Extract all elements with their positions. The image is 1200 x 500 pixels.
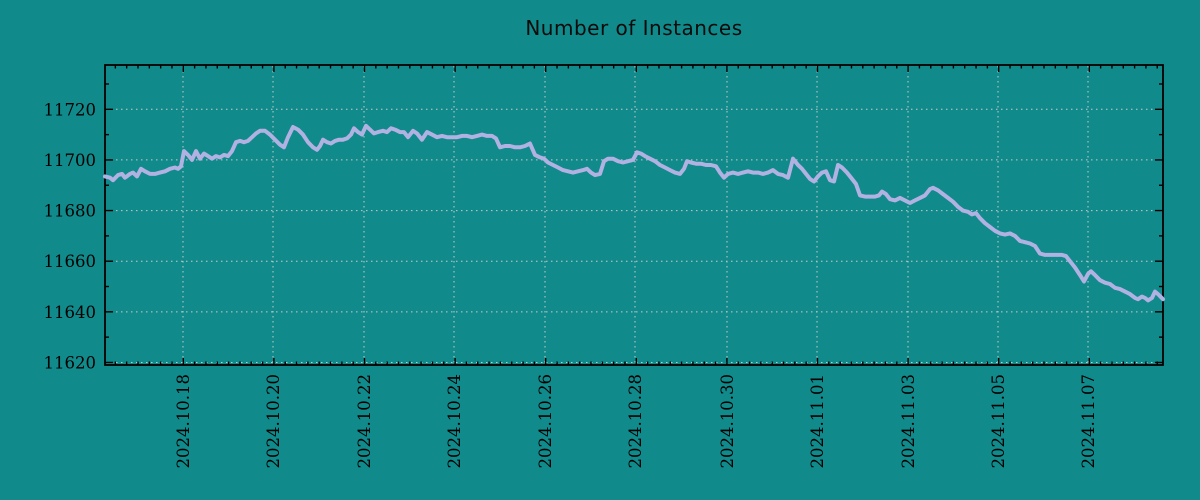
x-axis-tick-label: 2024.10.30 bbox=[718, 374, 737, 468]
y-axis-tick-label: 11640 bbox=[44, 303, 97, 322]
x-axis-tick-label: 2024.11.03 bbox=[899, 374, 918, 468]
x-axis-tick-label: 2024.10.24 bbox=[445, 374, 464, 468]
x-axis-tick-label: 2024.10.20 bbox=[264, 374, 283, 468]
y-axis-tick-label: 11620 bbox=[44, 353, 97, 372]
plot-border bbox=[104, 64, 1164, 366]
x-axis-tick-label: 2024.11.07 bbox=[1079, 374, 1098, 468]
x-axis-tick-label: 2024.10.22 bbox=[355, 374, 374, 468]
y-axis-tick-label: 11660 bbox=[44, 252, 97, 271]
x-axis-tick-label: 2024.10.18 bbox=[174, 374, 193, 468]
chart-title: Number of Instances bbox=[525, 16, 743, 40]
y-axis-tick-label: 11680 bbox=[44, 202, 97, 221]
y-axis-tick-label: 11720 bbox=[44, 100, 97, 119]
x-axis-tick-label: 2024.10.26 bbox=[536, 374, 555, 468]
y-axis-tick-label: 11700 bbox=[44, 151, 97, 170]
x-axis-tick-label: 2024.11.01 bbox=[808, 374, 827, 468]
x-axis-tick-label: 2024.10.28 bbox=[626, 374, 645, 468]
x-axis-tick-label: 2024.11.05 bbox=[989, 374, 1008, 468]
series-line-instances bbox=[103, 123, 1165, 303]
